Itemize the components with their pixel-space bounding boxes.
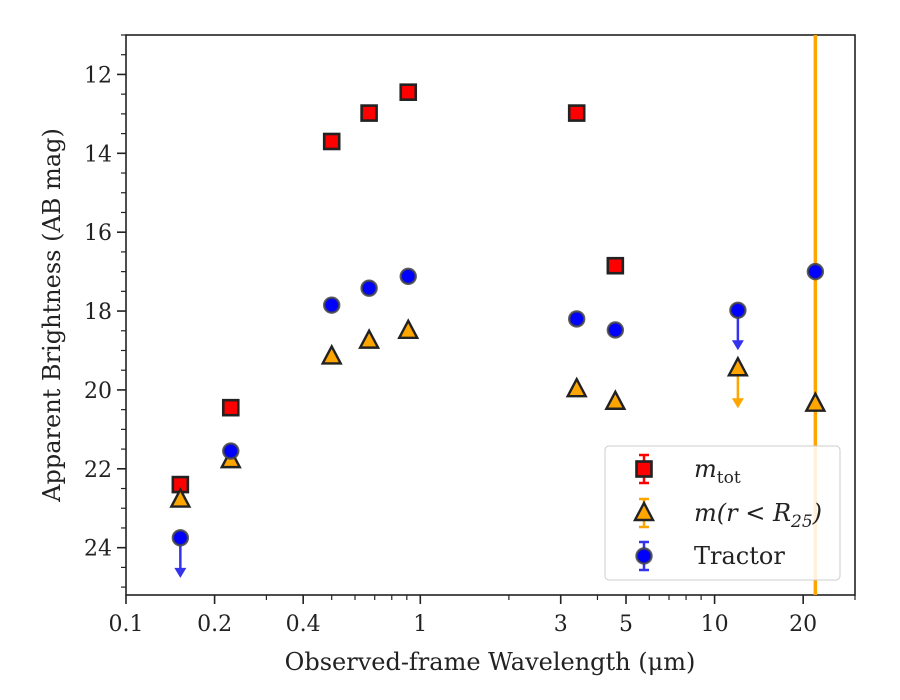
y-tick-label: 18 [84, 300, 112, 325]
upper-limit-arrow [731, 316, 744, 351]
tractor-point [360, 279, 378, 297]
x-tick-label: 0.1 [109, 612, 144, 637]
legend-label: m(r < R25) [694, 499, 822, 532]
x-tick-label: 1 [413, 612, 427, 637]
tractor-point [171, 529, 190, 547]
upper-limit-arrow [731, 374, 744, 409]
legend-box [604, 445, 841, 581]
mr25-point [726, 355, 749, 377]
tractor-point [323, 296, 341, 314]
legend-marker [633, 500, 655, 522]
legend-marker [635, 547, 653, 565]
mtot-point [360, 104, 378, 122]
mtot-point [322, 132, 341, 151]
x-tick-label: 0.4 [286, 612, 321, 637]
x-tick-label: 10 [701, 612, 729, 637]
legend-label: mtot [694, 455, 741, 488]
mr25-point [397, 318, 420, 339]
mtot-point [399, 83, 418, 101]
legend-marker [635, 460, 653, 478]
mtot-point [567, 104, 586, 122]
legend-entry: m(r < R25) [633, 497, 822, 532]
tractor-point [606, 321, 625, 339]
mr25-point [320, 343, 343, 365]
mtot-point [606, 256, 625, 275]
tractor-point [568, 310, 586, 328]
mr25-point [604, 389, 627, 410]
legend: mtot m(r < R25) Tractor [604, 445, 841, 581]
x-tick-label: 5 [619, 612, 633, 637]
mr25-point [804, 391, 827, 412]
tractor-point [729, 301, 747, 319]
mr25-point [358, 328, 381, 349]
mr25-point [169, 486, 192, 508]
tractor-point [399, 267, 417, 286]
y-tick-label: 22 [84, 458, 112, 483]
x-axis-title: Observed-frame Wavelength (μm) [285, 648, 696, 676]
y-tick-label: 24 [84, 537, 112, 562]
y-axis-ticks: 12 14 16 18 20 22 24 [84, 34, 126, 588]
x-tick-label: 20 [789, 612, 817, 637]
y-tick-label: 20 [84, 379, 112, 404]
mr25-point [565, 376, 588, 398]
y-tick-label: 12 [84, 63, 112, 88]
legend-entry: mtot [635, 453, 741, 488]
y-axis-title: Apparent Brightness (AB mag) [38, 128, 66, 503]
data-marks [169, 83, 827, 578]
upper-limit-arrow [174, 543, 187, 578]
mtot-point [221, 398, 240, 417]
y-tick-label: 14 [84, 142, 112, 167]
legend-entry: Tractor [635, 540, 785, 572]
x-tick-label: 0.2 [197, 612, 232, 637]
plot-frame [125, 34, 856, 596]
legend-label: Tractor [694, 542, 785, 570]
x-tick-label: 3 [554, 612, 568, 637]
tractor-point [222, 442, 240, 460]
x-axis-ticks: 0.1 0.2 0.4 1 3 5 10 20 [109, 595, 856, 637]
tractor-point [806, 262, 825, 281]
y-tick-label: 16 [84, 221, 112, 246]
